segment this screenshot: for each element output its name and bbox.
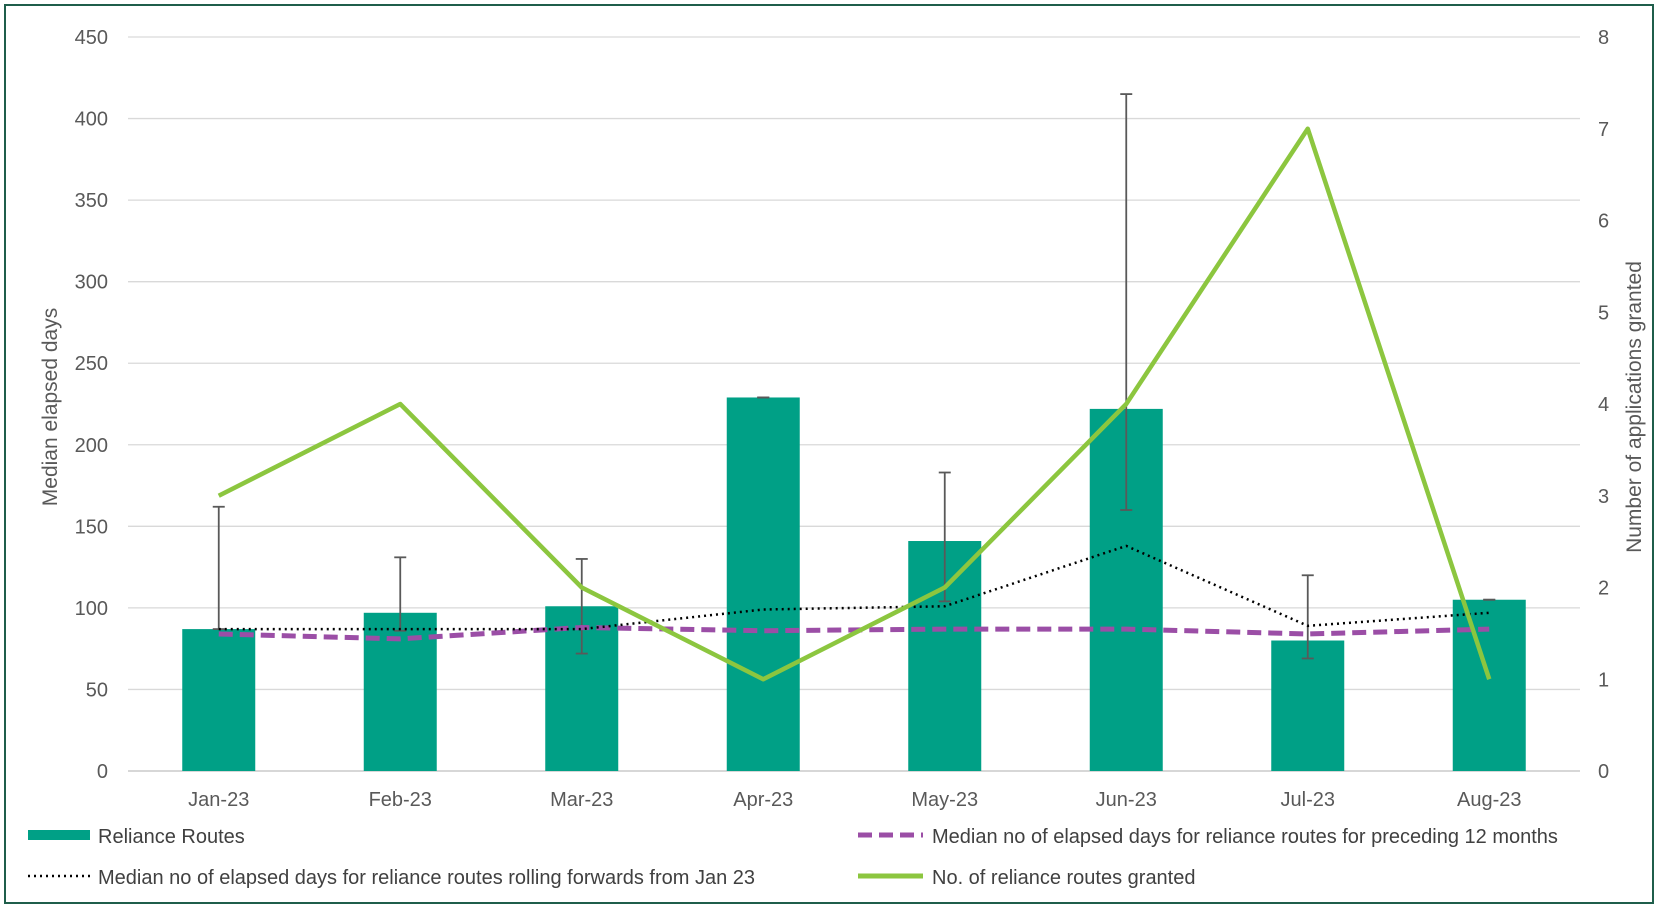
y-tick-label: 450 [75, 27, 108, 49]
bar-reliance-routes [726, 397, 800, 771]
y2-tick-label: 7 [1598, 119, 1609, 141]
y-tick-label: 300 [75, 272, 108, 294]
y2-tick-label: 5 [1598, 302, 1609, 324]
y-tick-label: 100 [75, 598, 108, 620]
legend-label-preceding-12-months: Median no of elapsed days for reliance r… [932, 826, 1558, 848]
gridlines [128, 36, 1580, 772]
x-tick-label: Jan-23 [188, 789, 249, 811]
y-tick-label: 350 [75, 190, 108, 212]
line-preceding-12-months [218, 624, 1490, 642]
x-tick-label: Jun-23 [1096, 789, 1157, 811]
error-bars [212, 93, 1496, 660]
bar-reliance-routes [1271, 640, 1345, 771]
legend: Reliance Routes Median no of elapsed day… [28, 826, 1558, 889]
x-tick-label: Feb-23 [369, 789, 432, 811]
y-tick-label: 200 [75, 435, 108, 457]
x-tick-label: May-23 [911, 789, 978, 811]
y-tick-label: 50 [86, 679, 108, 701]
y-tick-label: 150 [75, 516, 108, 538]
chart-frame [4, 4, 1654, 904]
x-tick-label: Jul-23 [1281, 789, 1335, 811]
y-axis-title: Median elapsed days [39, 308, 62, 506]
legend-swatch-reliance-routes [28, 830, 90, 840]
line-routes-granted [217, 126, 1492, 682]
bar-reliance-routes [182, 629, 256, 771]
y2-tick-label: 3 [1598, 486, 1609, 508]
y2-tick-label: 0 [1598, 761, 1609, 783]
line-rolling-forwards [218, 544, 1490, 631]
y2-tick-label: 1 [1598, 669, 1609, 691]
y2-tick-label: 2 [1598, 578, 1609, 600]
y2-tick-label: 6 [1598, 211, 1609, 233]
x-tick-label: Aug-23 [1457, 789, 1522, 811]
lines [217, 126, 1492, 682]
y-tick-label: 0 [97, 761, 108, 783]
y2-tick-label: 4 [1598, 394, 1609, 416]
y2-axis-title: Number of applications granted [1623, 261, 1646, 553]
y2-tick-label: 8 [1598, 27, 1609, 49]
bars [182, 397, 1526, 771]
legend-label-rolling-forwards: Median no of elapsed days for reliance r… [98, 867, 755, 889]
y-tick-label: 400 [75, 109, 108, 131]
legend-label-reliance-routes: Reliance Routes [98, 826, 245, 848]
legend-label-routes-granted: No. of reliance routes granted [932, 867, 1196, 889]
x-tick-label: Mar-23 [550, 789, 613, 811]
bar-reliance-routes [1452, 599, 1526, 771]
y-tick-label: 250 [75, 353, 108, 375]
x-tick-label: Apr-23 [733, 789, 793, 811]
tick-labels: 0 50 100 150 200 250 300 350 400 450 0 1 2 3 4 5 6 7 8 Jan-… [75, 27, 1610, 811]
